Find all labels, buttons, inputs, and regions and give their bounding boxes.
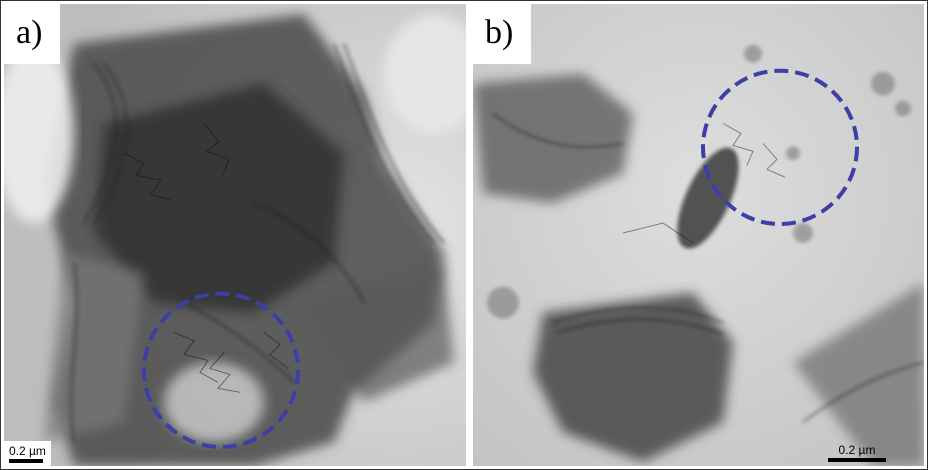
tem-micrograph-b xyxy=(473,4,924,466)
panel-label-a: a) xyxy=(4,4,61,64)
scale-bar-a: 0.2 µm xyxy=(4,441,51,466)
highlight-circle-b xyxy=(701,68,859,227)
highlight-circle-a xyxy=(142,291,300,450)
micrograph-panel-b: b) 0.2 µm xyxy=(473,4,924,466)
scale-bar-line-a xyxy=(9,459,43,463)
scale-bar-label-b: 0.2 µm xyxy=(838,443,876,457)
scale-bar-b: 0.2 µm xyxy=(828,443,886,462)
scale-bar-line-b xyxy=(828,458,886,462)
micrograph-panel-a: a) 0.2 µm xyxy=(4,4,466,466)
scale-bar-label-a: 0.2 µm xyxy=(9,444,46,458)
tem-micrograph-a xyxy=(4,4,466,466)
panel-label-b: b) xyxy=(473,4,532,64)
